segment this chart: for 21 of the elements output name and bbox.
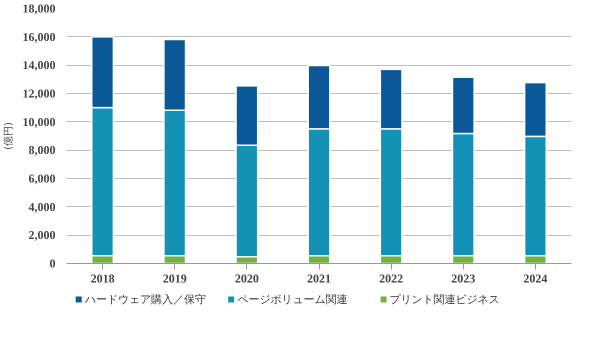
x-tick-label: 2019 <box>162 272 187 286</box>
y-tick-label: 2,000 <box>28 228 56 242</box>
y-tick-label: 6,000 <box>28 172 56 186</box>
x-tick-label: 2022 <box>379 272 404 286</box>
y-axis-title: (億円) <box>2 122 14 150</box>
legend-label: ハードウェア購入／保守 <box>84 293 206 306</box>
legend-label: ページボリューム関連 <box>237 293 348 306</box>
x-tick-label: 2024 <box>523 272 548 286</box>
y-tick-label: 16,000 <box>22 30 56 44</box>
legend-label: プリント関連ビジネス <box>390 293 500 306</box>
x-tick-label: 2023 <box>451 272 476 286</box>
y-tick-label: 10,000 <box>22 114 56 129</box>
y-tick-label: 0 <box>50 256 56 270</box>
y-tick-label: 14,000 <box>22 58 56 72</box>
y-tick-label: 4,000 <box>28 200 56 214</box>
x-tick-label: 2020 <box>234 272 259 286</box>
y-tick-label: 18,000 <box>22 2 56 16</box>
y-tick-label: 8,000 <box>28 143 56 158</box>
x-tick-label: 2018 <box>90 272 115 286</box>
y-tick-label: 12,000 <box>22 86 56 100</box>
x-tick-label: 2021 <box>307 272 331 286</box>
